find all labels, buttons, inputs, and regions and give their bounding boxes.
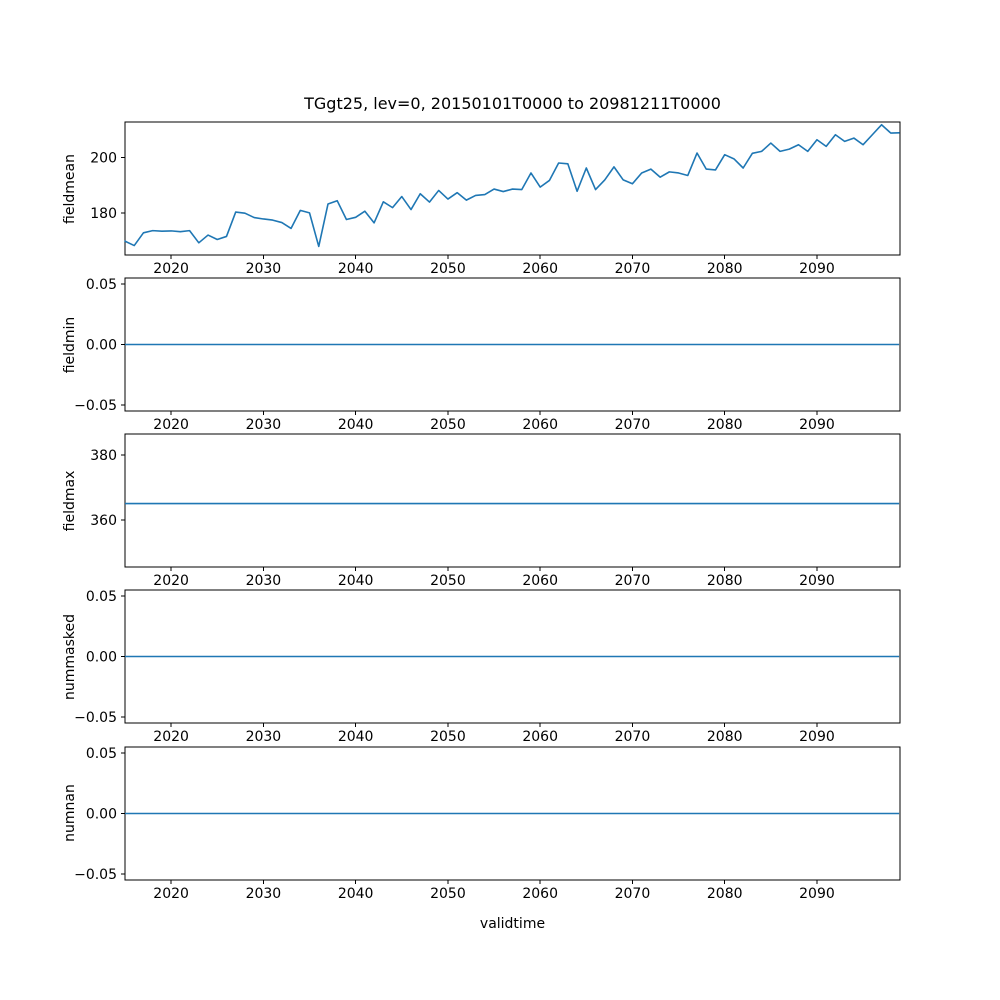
x-axis-label: validtime bbox=[479, 916, 546, 932]
x-tick-label: 2030 bbox=[246, 417, 282, 433]
y-tick-label: 0.00 bbox=[86, 338, 117, 354]
x-tick-label: 2060 bbox=[522, 261, 558, 277]
x-tick-label: 2090 bbox=[799, 573, 835, 589]
x-tick-label: 2040 bbox=[338, 886, 374, 902]
y-tick-label: 0.05 bbox=[86, 589, 117, 605]
x-tick-label: 2040 bbox=[338, 417, 374, 433]
x-tick-label: 2090 bbox=[799, 261, 835, 277]
x-tick-label: 2040 bbox=[338, 573, 374, 589]
x-tick-label: 2030 bbox=[246, 729, 282, 745]
x-tick-label: 2060 bbox=[522, 573, 558, 589]
x-tick-label: 2060 bbox=[522, 886, 558, 902]
y-tick-label: 380 bbox=[90, 448, 117, 464]
x-tick-label: 2040 bbox=[338, 261, 374, 277]
subplot-frame-fieldmean bbox=[124, 121, 901, 256]
y-tick-label: 180 bbox=[90, 206, 117, 222]
x-tick-label: 2050 bbox=[430, 886, 466, 902]
x-tick-label: 2090 bbox=[799, 417, 835, 433]
data-line-fieldmean bbox=[124, 123, 900, 248]
x-tick-label: 2070 bbox=[615, 573, 651, 589]
x-tick-label: 2020 bbox=[153, 729, 189, 745]
subplot-frame-fieldmax bbox=[124, 433, 901, 568]
y-tick-label: −0.05 bbox=[74, 398, 117, 414]
x-tick-label: 2030 bbox=[246, 573, 282, 589]
x-tick-label: 2090 bbox=[799, 729, 835, 745]
x-tick-label: 2070 bbox=[615, 729, 651, 745]
y-tick-label: 0.05 bbox=[86, 746, 117, 762]
chart-title: TGgt25, lev=0, 20150101T0000 to 20981211… bbox=[304, 94, 721, 113]
x-tick-label: 2080 bbox=[707, 729, 743, 745]
x-tick-label: 2080 bbox=[707, 886, 743, 902]
x-tick-label: 2020 bbox=[153, 573, 189, 589]
x-tick-label: 2050 bbox=[430, 729, 466, 745]
x-tick-label: 2050 bbox=[430, 573, 466, 589]
y-tick-label: −0.05 bbox=[74, 710, 117, 726]
x-tick-label: 2080 bbox=[707, 261, 743, 277]
x-tick-label: 2040 bbox=[338, 729, 374, 745]
y-tick-label: 360 bbox=[90, 513, 117, 529]
y-tick-label: 0.00 bbox=[86, 650, 117, 666]
x-tick-label: 2070 bbox=[615, 886, 651, 902]
x-tick-label: 2060 bbox=[522, 417, 558, 433]
x-tick-label: 2050 bbox=[430, 261, 466, 277]
x-tick-label: 2050 bbox=[430, 417, 466, 433]
x-tick-label: 2070 bbox=[615, 261, 651, 277]
x-tick-label: 2020 bbox=[153, 417, 189, 433]
x-tick-label: 2060 bbox=[522, 729, 558, 745]
x-tick-label: 2030 bbox=[246, 886, 282, 902]
x-tick-label: 2020 bbox=[153, 886, 189, 902]
y-tick-label: −0.05 bbox=[74, 867, 117, 883]
x-tick-label: 2080 bbox=[707, 417, 743, 433]
x-tick-label: 2070 bbox=[615, 417, 651, 433]
x-tick-label: 2030 bbox=[246, 261, 282, 277]
y-tick-label: 0.05 bbox=[86, 277, 117, 293]
x-tick-label: 2080 bbox=[707, 573, 743, 589]
y-tick-label: 200 bbox=[90, 150, 117, 166]
y-tick-label: 0.00 bbox=[86, 807, 117, 823]
x-tick-label: 2020 bbox=[153, 261, 189, 277]
x-tick-label: 2090 bbox=[799, 886, 835, 902]
